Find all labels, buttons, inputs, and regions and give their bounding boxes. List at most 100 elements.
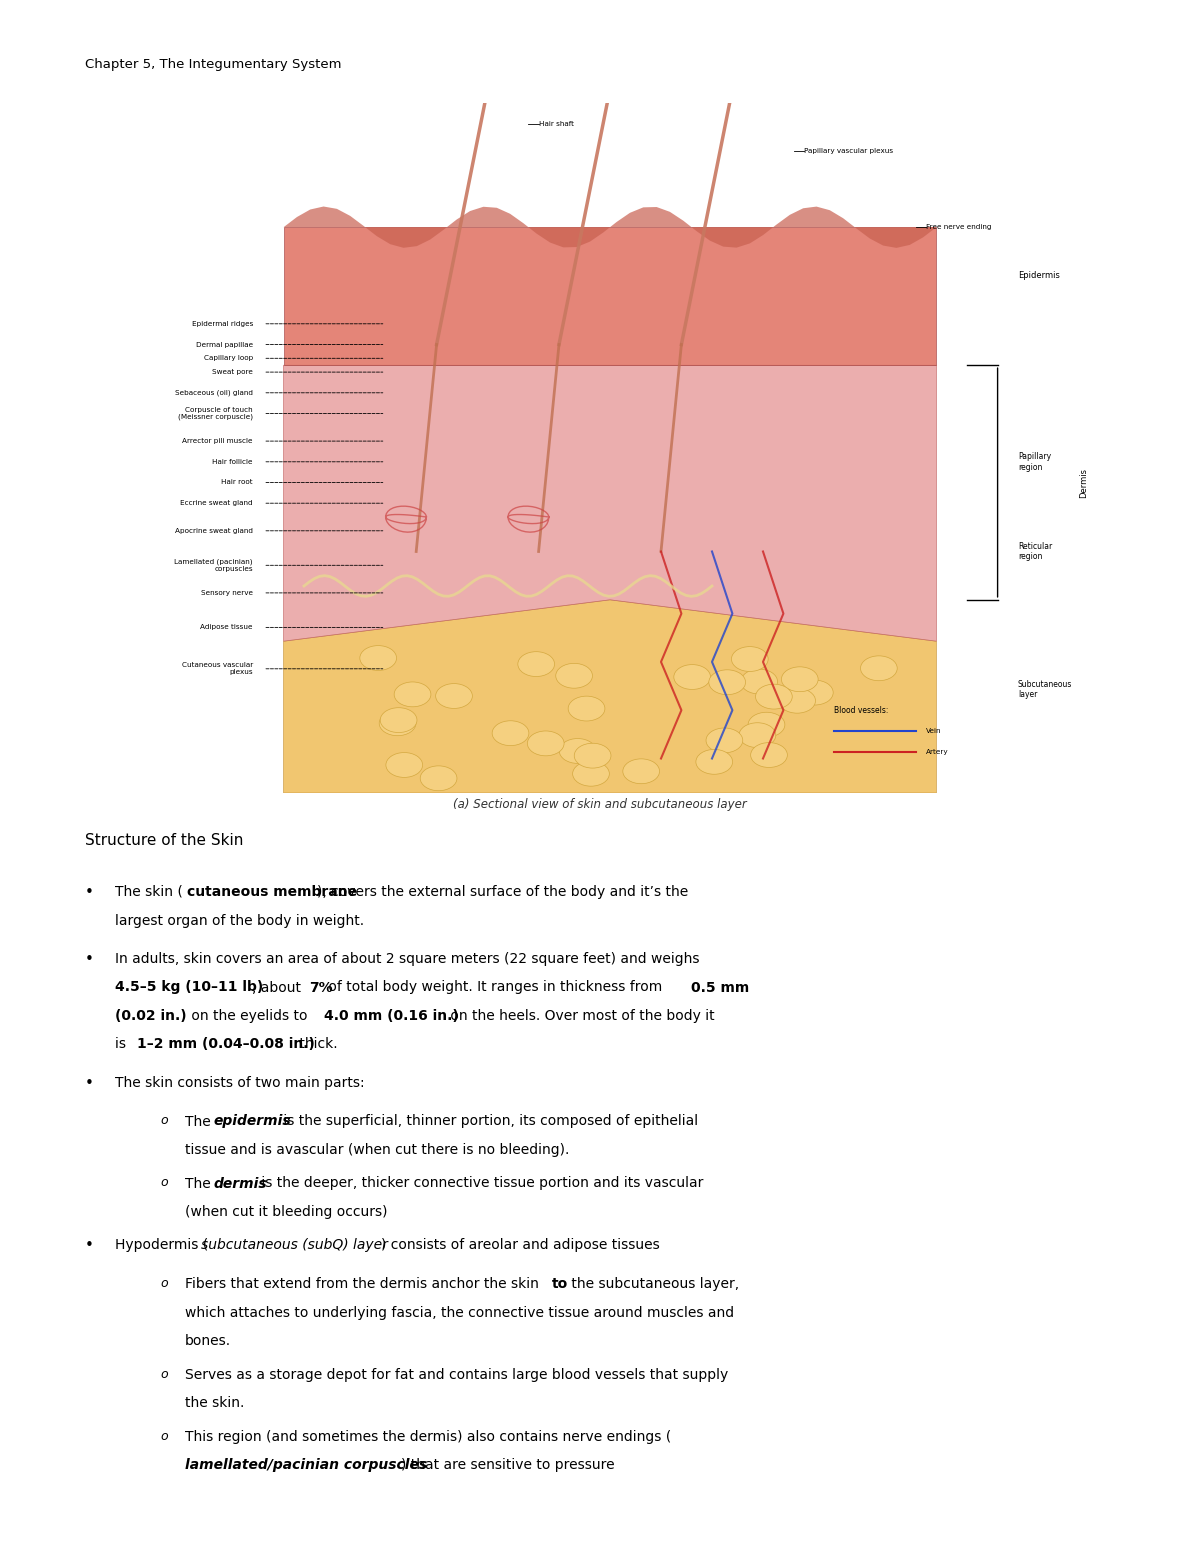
Circle shape <box>559 739 596 764</box>
Text: Hair follicle: Hair follicle <box>212 458 253 464</box>
Text: •: • <box>85 952 94 968</box>
Circle shape <box>709 669 745 694</box>
Text: Serves as a storage depot for fat and contains large blood vessels that supply: Serves as a storage depot for fat and co… <box>185 1368 733 1382</box>
Circle shape <box>360 646 396 671</box>
Text: tissue and is avascular (when cut there is no bleeding).: tissue and is avascular (when cut there … <box>185 1143 569 1157</box>
Text: lamellated/pacinian corpuscles: lamellated/pacinian corpuscles <box>185 1458 427 1472</box>
Circle shape <box>575 744 611 769</box>
Text: The: The <box>185 1115 215 1129</box>
Text: is the superficial, thinner portion, its composed of epithelial: is the superficial, thinner portion, its… <box>278 1115 702 1129</box>
Circle shape <box>781 666 818 691</box>
Circle shape <box>572 761 610 786</box>
Circle shape <box>386 753 422 778</box>
Polygon shape <box>283 207 936 248</box>
Text: Corpuscle of touch
(Meissner corpuscle): Corpuscle of touch (Meissner corpuscle) <box>178 407 253 421</box>
Text: on the eyelids to: on the eyelids to <box>187 1009 312 1023</box>
Text: on the heels. Over most of the body it: on the heels. Over most of the body it <box>446 1009 719 1023</box>
Circle shape <box>860 655 898 680</box>
Circle shape <box>420 766 457 790</box>
Text: (when cut it bleeding occurs): (when cut it bleeding occurs) <box>185 1205 388 1219</box>
Text: epidermis: epidermis <box>214 1115 292 1129</box>
Circle shape <box>623 759 660 784</box>
Text: Vein: Vein <box>926 728 942 735</box>
Text: The skin consists of two main parts:: The skin consists of two main parts: <box>115 1076 365 1090</box>
Circle shape <box>556 663 593 688</box>
Text: thick.: thick. <box>295 1037 337 1051</box>
Text: (a) Sectional view of skin and subcutaneous layer: (a) Sectional view of skin and subcutane… <box>454 798 746 811</box>
Text: Dermis: Dermis <box>1079 467 1088 497</box>
Circle shape <box>751 742 787 767</box>
Text: Apocrine sweat gland: Apocrine sweat gland <box>175 528 253 534</box>
Text: subcutaneous (subQ) layer: subcutaneous (subQ) layer <box>202 1238 389 1253</box>
Text: is the deeper, thicker connective tissue portion and its vascular: is the deeper, thicker connective tissue… <box>257 1177 708 1191</box>
Text: The skin (: The skin ( <box>115 885 182 899</box>
Text: , about: , about <box>252 980 305 994</box>
Text: 4.0 mm (0.16 in.): 4.0 mm (0.16 in.) <box>324 1009 458 1023</box>
Text: of total body weight. It ranges in thickness from: of total body weight. It ranges in thick… <box>324 980 666 994</box>
Circle shape <box>748 713 785 738</box>
Text: Eccrine sweat gland: Eccrine sweat gland <box>180 500 253 506</box>
Text: cutaneous membrane: cutaneous membrane <box>187 885 358 899</box>
Text: Papillary
region: Papillary region <box>1018 452 1051 472</box>
Text: o: o <box>160 1177 168 1190</box>
Text: Hypodermis (: Hypodermis ( <box>115 1238 209 1253</box>
Text: Cutaneous vascular
plexus: Cutaneous vascular plexus <box>181 662 253 676</box>
Text: Artery: Artery <box>926 749 949 755</box>
Text: is: is <box>115 1037 131 1051</box>
Text: Subcutaneous
layer: Subcutaneous layer <box>1018 680 1073 699</box>
Text: ) consists of areolar and adipose tissues: ) consists of areolar and adipose tissue… <box>382 1238 660 1253</box>
Text: the subcutaneous layer,: the subcutaneous layer, <box>566 1277 743 1291</box>
Text: Hair shaft: Hair shaft <box>539 121 574 127</box>
Text: •: • <box>85 1076 94 1092</box>
Polygon shape <box>283 227 936 365</box>
Text: Fibers that extend from the dermis anchor the skin: Fibers that extend from the dermis ancho… <box>185 1277 544 1291</box>
Circle shape <box>696 750 733 775</box>
Text: bones.: bones. <box>185 1334 232 1348</box>
Text: •: • <box>85 885 94 901</box>
Text: which attaches to underlying fascia, the connective tissue around muscles and: which attaches to underlying fascia, the… <box>185 1306 738 1320</box>
Text: Blood vessels:: Blood vessels: <box>834 705 889 714</box>
Text: The: The <box>185 1177 215 1191</box>
Text: Adipose tissue: Adipose tissue <box>200 624 253 631</box>
Text: 1–2 mm (0.04–0.08 in.): 1–2 mm (0.04–0.08 in.) <box>137 1037 314 1051</box>
Circle shape <box>756 685 792 710</box>
Text: 0.5 mm: 0.5 mm <box>691 980 754 994</box>
Text: dermis: dermis <box>214 1177 268 1191</box>
Text: ) that are sensitive to pressure: ) that are sensitive to pressure <box>401 1458 614 1472</box>
Text: (0.02 in.): (0.02 in.) <box>115 1009 187 1023</box>
Circle shape <box>706 728 743 753</box>
Circle shape <box>380 708 416 733</box>
Circle shape <box>732 646 768 671</box>
Text: This region (and sometimes the dermis) also contains nerve endings (: This region (and sometimes the dermis) a… <box>185 1429 671 1443</box>
Circle shape <box>797 680 833 705</box>
Text: o: o <box>160 1368 168 1381</box>
Text: largest organ of the body in weight.: largest organ of the body in weight. <box>115 913 364 927</box>
Text: the skin.: the skin. <box>185 1396 245 1410</box>
Circle shape <box>394 682 431 707</box>
Text: Epidermis: Epidermis <box>1018 272 1060 280</box>
Text: Epidermal ridges: Epidermal ridges <box>192 321 253 326</box>
Polygon shape <box>283 365 936 641</box>
Text: ), covers the external surface of the body and it’s the: ), covers the external surface of the bo… <box>317 885 692 899</box>
Text: o: o <box>160 1277 168 1291</box>
Circle shape <box>379 711 416 736</box>
Text: Capillary loop: Capillary loop <box>204 356 253 362</box>
Text: o: o <box>160 1115 168 1127</box>
Polygon shape <box>283 599 936 794</box>
Circle shape <box>568 696 605 721</box>
Text: Sebaceous (oil) gland: Sebaceous (oil) gland <box>175 390 253 396</box>
Text: 7%: 7% <box>310 980 334 994</box>
Circle shape <box>740 669 778 694</box>
Circle shape <box>492 721 529 745</box>
Text: 4.5–5 kg (10–11 lb): 4.5–5 kg (10–11 lb) <box>115 980 263 994</box>
Circle shape <box>674 665 710 690</box>
Circle shape <box>436 683 473 708</box>
Text: Chapter 5, The Integumentary System: Chapter 5, The Integumentary System <box>85 57 342 71</box>
Text: Dermal papillae: Dermal papillae <box>196 342 253 348</box>
Text: to: to <box>552 1277 569 1291</box>
Circle shape <box>779 688 816 713</box>
Circle shape <box>518 652 554 677</box>
Text: •: • <box>85 1238 94 1253</box>
Text: In adults, skin covers an area of about 2 square meters (22 square feet) and wei: In adults, skin covers an area of about … <box>115 952 704 966</box>
Text: Free nerve ending: Free nerve ending <box>926 224 991 230</box>
